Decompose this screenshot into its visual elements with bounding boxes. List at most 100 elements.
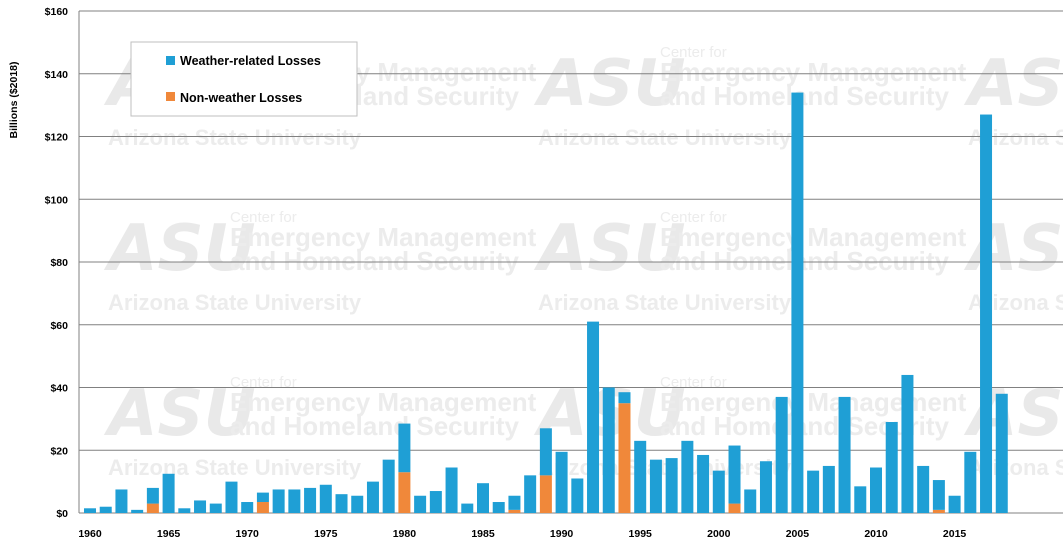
bar-nonweather-1980: [398, 472, 411, 513]
bar-weather-1964: [146, 487, 159, 504]
bar-weather-2001: [728, 445, 741, 504]
bar-weather-1977: [351, 495, 364, 513]
bar-weather-1984: [461, 503, 474, 513]
bar-weather-2004: [775, 396, 788, 513]
x-tick-label: 2000: [707, 528, 731, 540]
y-tick-label: $80: [50, 257, 68, 269]
x-tick-label: 1975: [314, 528, 338, 540]
watermark-line: and Homeland Security: [660, 246, 949, 276]
bar-weather-1988: [524, 475, 537, 513]
bar-weather-1973: [288, 489, 301, 513]
watermark-line: Center for: [230, 374, 297, 391]
bar-weather-1971: [256, 492, 269, 503]
bar-weather-2009: [854, 486, 867, 513]
asu-logo-watermark: ASU: [533, 212, 686, 286]
watermark-university: Arizona State University: [538, 125, 792, 150]
bar-weather-2000: [712, 470, 725, 513]
x-tick-label: 2010: [864, 528, 888, 540]
bar-weather-1961: [99, 506, 112, 513]
bar-weather-2003: [759, 461, 772, 513]
x-tick-label: 1965: [157, 528, 181, 540]
bar-weather-2016: [964, 451, 977, 513]
bar-nonweather-1971: [256, 502, 269, 513]
bar-nonweather-2001: [728, 503, 741, 513]
x-tick-label: 1990: [550, 528, 574, 540]
bar-weather-1980: [398, 423, 411, 473]
x-tick-label: 2005: [786, 528, 810, 540]
asu-logo-watermark: ASU: [963, 377, 1063, 451]
bar-weather-2012: [901, 374, 914, 513]
y-tick-label: $140: [45, 69, 69, 81]
gridlines: [78, 10, 1063, 514]
x-tick-label: 1960: [78, 528, 102, 540]
bar-nonweather-1994: [618, 403, 631, 513]
bar-weather-1982: [429, 491, 442, 513]
bar-weather-2005: [791, 92, 804, 513]
bar-weather-1983: [445, 467, 458, 513]
bar-weather-1981: [414, 495, 427, 513]
legend-label-nonweather: Non-weather Losses: [180, 91, 302, 105]
bar-weather-1966: [178, 508, 191, 513]
bar-weather-1999: [697, 454, 710, 513]
watermark-line: Center for: [660, 209, 727, 226]
bar-weather-1994: [618, 392, 631, 404]
bar-weather-1976: [335, 494, 348, 513]
y-tick-label: $120: [45, 132, 69, 144]
asu-logo-watermark: ASU: [963, 212, 1063, 286]
bars-layer: [84, 92, 1008, 513]
bar-weather-1993: [602, 387, 615, 513]
x-tick-label: 1995: [629, 528, 653, 540]
y-tick-label: $60: [50, 320, 68, 332]
bar-weather-2002: [744, 489, 757, 513]
watermark-line: Emergency Management: [660, 222, 967, 252]
bar-weather-1987: [508, 495, 521, 510]
bar-weather-1997: [665, 458, 678, 513]
y-tick-label: $20: [50, 445, 68, 457]
x-tick-label: 2015: [943, 528, 967, 540]
watermark-line: Center for: [230, 209, 297, 226]
legend-box: [130, 41, 358, 117]
y-tick-label: $0: [56, 508, 68, 520]
y-axis-label: Billions ($2018): [8, 61, 20, 138]
y-tick-labels: $0 $20 $40 $60 $80 $100 $120 $140 $160: [45, 6, 69, 520]
bar-weather-1972: [272, 489, 285, 513]
bar-weather-2014: [932, 480, 945, 510]
bar-weather-1992: [587, 321, 600, 513]
watermark-university: Arizona State University: [108, 125, 362, 150]
x-tick-label: 1980: [393, 528, 417, 540]
bar-weather-2017: [980, 114, 993, 513]
bar-weather-2006: [807, 470, 820, 513]
watermark-line: Emergency Management: [230, 222, 537, 252]
legend-label-weather: Weather-related Losses: [180, 54, 321, 68]
bar-weather-1975: [319, 484, 332, 513]
bar-weather-1965: [162, 473, 175, 513]
y-tick-label: $160: [45, 6, 69, 18]
watermark-university: Arizona State University: [108, 455, 362, 480]
bar-weather-1991: [571, 478, 584, 513]
bar-weather-2018: [995, 393, 1008, 513]
bar-weather-1979: [382, 459, 395, 513]
bar-weather-2007: [822, 465, 835, 513]
bar-weather-2010: [870, 467, 882, 513]
bar-weather-1995: [634, 440, 647, 513]
legend: Weather-related Losses Non-weather Losse…: [130, 41, 358, 117]
y-tick-label: $40: [50, 383, 68, 395]
bar-weather-1967: [194, 500, 207, 513]
watermark-line: and Homeland Security: [230, 411, 519, 441]
x-tick-label: 1985: [471, 528, 495, 540]
bar-weather-1970: [241, 502, 254, 513]
y-tick-label: $100: [45, 194, 69, 206]
watermark-university: Arizona State University: [538, 290, 792, 315]
asu-logo-watermark: ASU: [103, 212, 256, 286]
bar-nonweather-2014: [932, 509, 945, 513]
bar-weather-1960: [84, 508, 96, 513]
bar-weather-1963: [131, 509, 144, 513]
bar-nonweather-1964: [146, 503, 159, 513]
bar-nonweather-1989: [539, 475, 552, 513]
